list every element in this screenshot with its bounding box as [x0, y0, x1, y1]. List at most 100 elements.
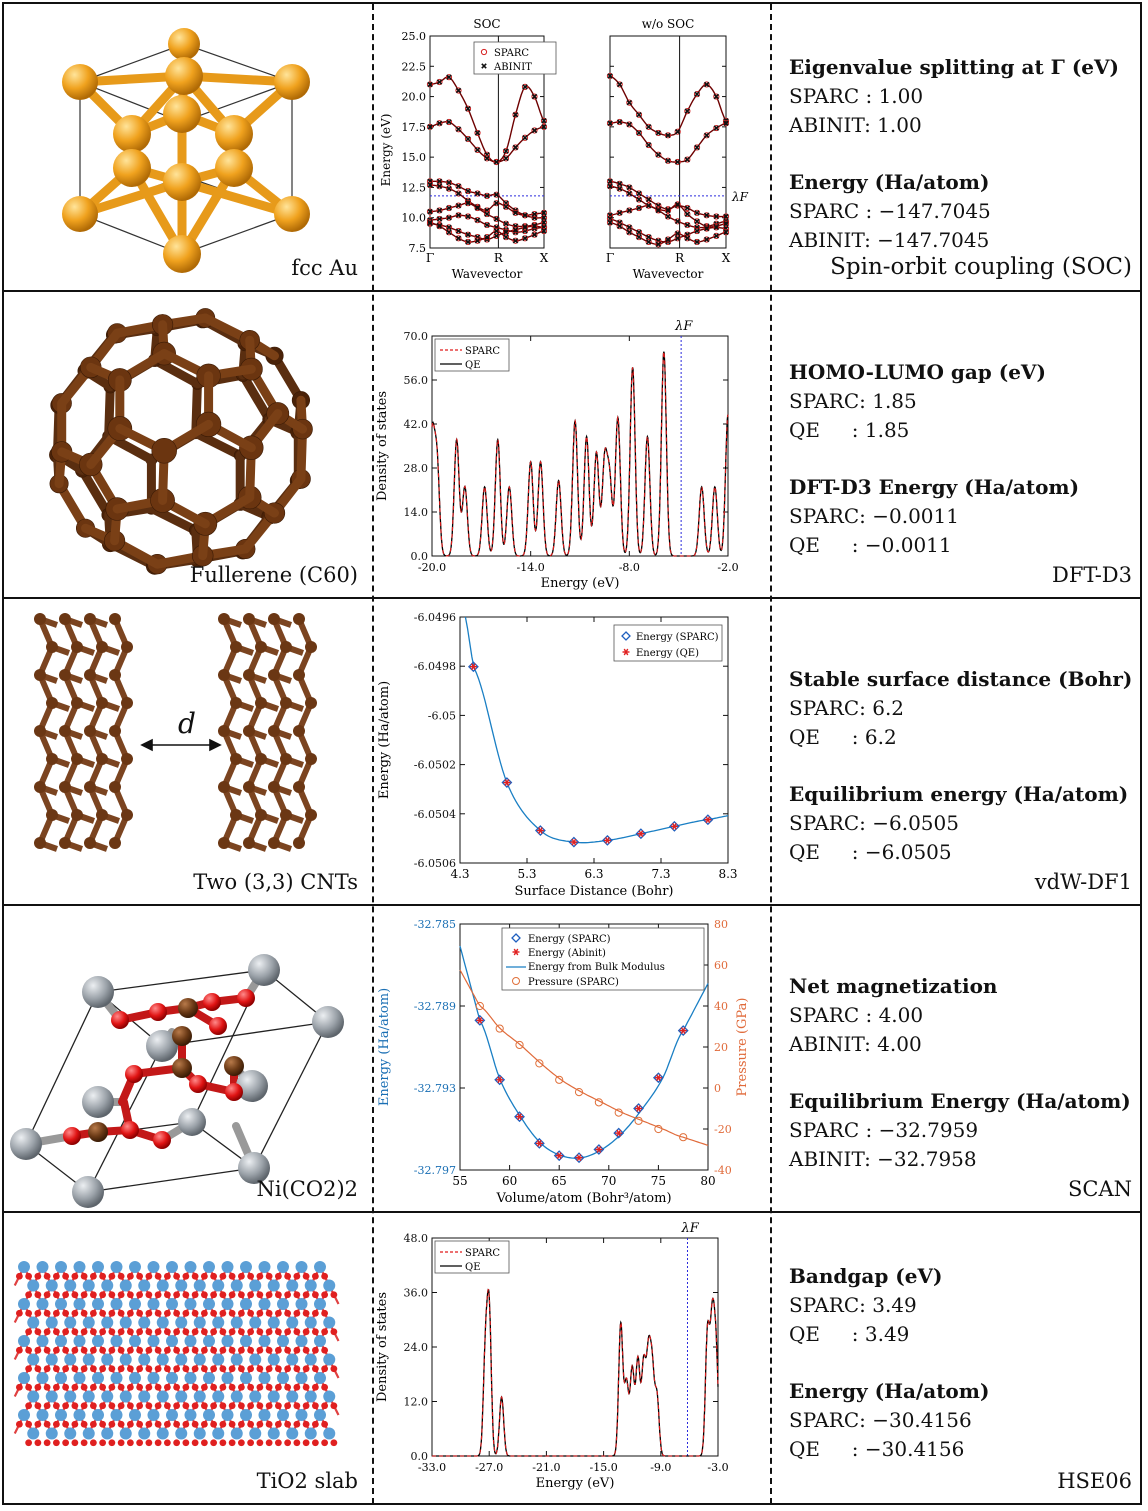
sparc-marker [445, 74, 453, 81]
sparc-marker [626, 229, 633, 236]
qe-dos-curve [431, 351, 729, 557]
abinit-marker [493, 191, 500, 198]
sparc-marker [531, 127, 538, 134]
abinit-marker [684, 222, 691, 228]
sparc-marker [626, 184, 633, 191]
abinit-marker [607, 183, 613, 189]
abinit-marker [531, 127, 538, 134]
info-line: QE : −6.0505 [789, 840, 952, 864]
sparc-marker [502, 147, 510, 155]
qe-marker [536, 827, 544, 834]
legend-marker [511, 933, 521, 943]
sparc-marker [540, 117, 548, 124]
qe-marker [670, 822, 678, 830]
sparc-energy-marker [573, 1152, 585, 1164]
row-nico2: Ni(CO2)2 -32.785 -32.789 -32.793 -32.797 80 6… [2, 906, 1142, 1211]
abinit-marker [703, 212, 710, 219]
legend-label: ABINIT [493, 62, 532, 73]
pressure-marker [475, 1001, 484, 1011]
method-label: DFT-D3 [1051, 563, 1132, 587]
abinit-marker [655, 151, 662, 158]
sparc-marker [502, 155, 510, 162]
y-tick-label: 14.0 [404, 506, 429, 519]
sparc-marker [616, 209, 623, 216]
abinit-marker [427, 208, 433, 215]
sparc-marker [713, 232, 720, 239]
info-line: SPARC: 3.49 [789, 1293, 917, 1317]
sparc-marker [445, 214, 453, 221]
abinit-marker [723, 213, 729, 220]
abinit-marker [703, 236, 710, 243]
qe-marker [637, 830, 645, 838]
sparc-marker [474, 237, 481, 244]
sparc-marker [601, 834, 613, 846]
sparc-marker [540, 123, 548, 130]
x-tick-label: -14.0 [517, 561, 545, 574]
plot-nico2-eos: -32.785 -32.789 -32.793 -32.797 80 60 40 20 0 -20… [374, 906, 770, 1211]
x-axis-label: Volume/atom (Bohr³/atom) [495, 1191, 671, 1206]
abinit-marker [522, 134, 528, 141]
y-axis-label: Energy (Ha/atom) [377, 988, 392, 1106]
x-tick-label: 75 [651, 1174, 666, 1188]
abinit-marker [703, 81, 710, 88]
abinit-marker [531, 93, 538, 100]
abinit-marker [674, 218, 681, 225]
legend-label: Energy from Bulk Modulus [528, 962, 665, 973]
legend-marker [481, 63, 487, 69]
y-tick-label: 15.0 [402, 151, 427, 164]
y-axis-label: Energy (Ha/atom) [377, 681, 392, 799]
pressure-marker [495, 1024, 504, 1033]
sparc-marker [626, 207, 633, 214]
sparc-marker [445, 229, 453, 236]
dos-chart: 0.0 12.0 24.0 36.0 48.0 -33.0 -27.0 -21.0 -15.0 -… [375, 1221, 729, 1491]
structure-label: Two (3,3) CNTs [193, 870, 358, 894]
sparc-marker [674, 158, 681, 166]
sparc-marker [474, 190, 481, 197]
pressure-marker [679, 1133, 688, 1142]
legend-label: Energy (SPARC) [636, 632, 719, 643]
sparc-marker [502, 203, 510, 210]
legend-marker [621, 631, 631, 641]
sparc-marker [703, 225, 710, 232]
sparc-marker [664, 236, 672, 243]
sparc-marker [693, 227, 701, 235]
abinit-marker [645, 239, 652, 245]
sparc-energy-marker [514, 1111, 525, 1123]
abinit-marker [616, 119, 623, 125]
carbon-nanotubes [34, 613, 317, 852]
sparc-marker [493, 215, 500, 223]
sparc-marker [455, 235, 462, 242]
sparc-marker [531, 93, 538, 100]
sparc-marker [445, 118, 453, 126]
qe-marker [603, 836, 611, 844]
info-line: SPARC: −0.0011 [789, 504, 959, 528]
abinit-marker [541, 228, 547, 234]
sparc-marker [703, 212, 710, 219]
x-tick-label: -9.0 [650, 1461, 671, 1474]
column-divider [770, 4, 772, 1504]
abinit-marker [713, 213, 720, 220]
method-label: SCAN [1068, 1177, 1132, 1201]
abinit-marker [503, 155, 509, 162]
sparc-marker [464, 105, 472, 112]
sparc-marker [702, 814, 714, 826]
info-cnt: Stable surface distance (Bohr) SPARC: 6.… [774, 599, 1142, 904]
legend-label: SPARC [494, 48, 529, 59]
x-axis-label: Surface Distance (Bohr) [515, 884, 674, 899]
tio2-slab [13, 1261, 340, 1447]
x-tick-label: -15.0 [589, 1461, 617, 1474]
abinit-marker [455, 87, 462, 94]
x-tick-label: R [675, 251, 685, 265]
abinit-marker [522, 84, 528, 90]
legend-label: Energy (QE) [636, 648, 699, 659]
sparc-marker [664, 132, 672, 139]
abinit-marker [674, 201, 681, 208]
abinit-energy-marker [476, 1016, 484, 1024]
info-line: ABINIT: −32.7958 [789, 1147, 977, 1171]
abinit-marker [684, 211, 691, 217]
sparc-marker [693, 91, 701, 98]
abinit-marker [503, 204, 509, 210]
sparc-marker [703, 81, 710, 88]
y2-tick-label: 60 [714, 959, 728, 972]
structure-tio2: TiO2 slab [2, 1213, 372, 1503]
